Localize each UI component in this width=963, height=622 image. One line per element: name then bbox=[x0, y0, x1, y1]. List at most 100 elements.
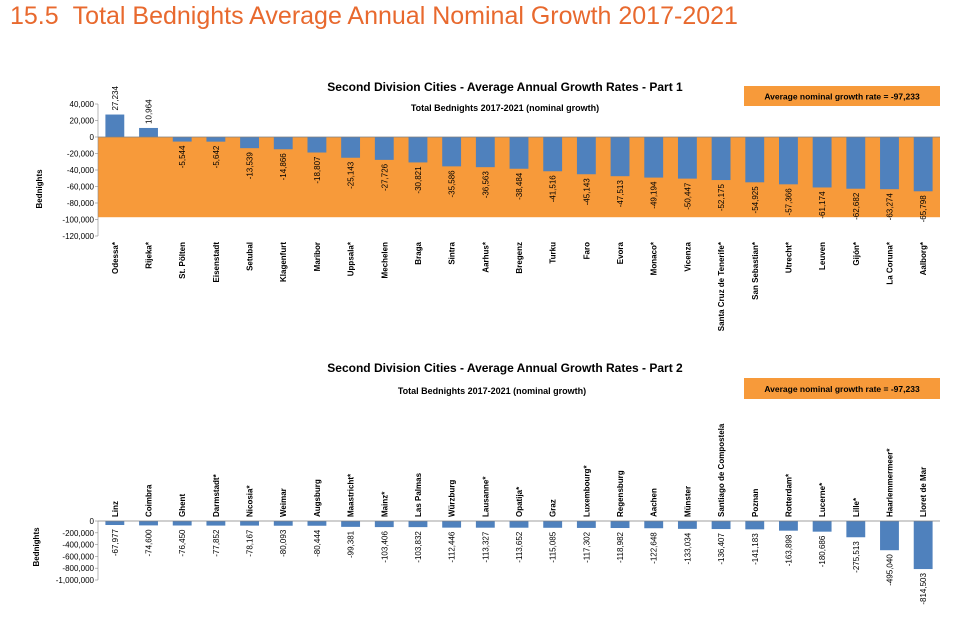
bar bbox=[240, 137, 259, 149]
data-label: -113,652 bbox=[515, 531, 524, 563]
category-label: Santiago de Compostela bbox=[717, 423, 726, 517]
data-label: -103,406 bbox=[380, 531, 389, 563]
data-label: -275,513 bbox=[852, 541, 861, 573]
bar bbox=[576, 137, 596, 175]
bar bbox=[711, 137, 731, 181]
category-label: Utrecht* bbox=[784, 241, 793, 273]
category-label: Aarhus* bbox=[481, 241, 490, 273]
data-label: -50,447 bbox=[683, 182, 692, 210]
data-label: -80,093 bbox=[279, 529, 288, 557]
data-label: -14,866 bbox=[279, 153, 288, 181]
category-label: Santa Cruz de Tenerife* bbox=[717, 241, 726, 331]
bar bbox=[745, 521, 765, 530]
data-label: -136,407 bbox=[717, 533, 726, 565]
data-label: -115,085 bbox=[549, 531, 558, 563]
data-label: -49,194 bbox=[650, 181, 659, 209]
bar bbox=[105, 114, 125, 137]
bar bbox=[846, 137, 866, 189]
category-label: Coimbra bbox=[145, 484, 154, 517]
bar bbox=[846, 521, 866, 538]
bar bbox=[273, 521, 293, 526]
data-label: -74,600 bbox=[145, 529, 154, 557]
category-label: Lloret de Mar bbox=[919, 467, 928, 517]
category-label: La Coruna* bbox=[885, 241, 894, 285]
category-label: Opatija* bbox=[515, 486, 524, 517]
bar bbox=[812, 137, 832, 188]
data-label: -122,648 bbox=[650, 532, 659, 564]
data-label: -814,503 bbox=[919, 573, 928, 605]
category-label: Monaco* bbox=[650, 241, 659, 275]
category-label: Darmstadt* bbox=[212, 473, 221, 517]
data-label: -35,586 bbox=[448, 170, 457, 198]
average-legend-label: Average nominal growth rate = -97,233 bbox=[764, 384, 920, 394]
category-label: Lille* bbox=[852, 497, 861, 517]
category-label: Faro bbox=[582, 242, 591, 259]
bar bbox=[779, 137, 798, 185]
data-label: -80,444 bbox=[313, 529, 322, 557]
bar bbox=[812, 521, 832, 532]
bar bbox=[475, 137, 495, 168]
category-label: Regensburg bbox=[616, 470, 625, 517]
bar bbox=[240, 521, 259, 526]
y-tick-label: -120,000 bbox=[62, 232, 94, 241]
category-label: Evora bbox=[616, 241, 625, 264]
bar bbox=[543, 137, 563, 172]
y-tick-label: -40,000 bbox=[67, 166, 95, 175]
data-label: -36,563 bbox=[481, 171, 490, 199]
data-label: -103,832 bbox=[414, 531, 423, 563]
category-label: Weimar bbox=[279, 488, 288, 517]
y-tick-label: -1,000,000 bbox=[56, 576, 95, 585]
bar bbox=[610, 137, 630, 177]
data-label: -163,898 bbox=[784, 534, 793, 566]
category-label: Las Palmas bbox=[414, 472, 423, 517]
section-title: Total Bednights Average Annual Nominal G… bbox=[72, 2, 738, 30]
bar bbox=[442, 521, 462, 528]
category-label: Rijeka* bbox=[145, 241, 154, 269]
data-label: -38,484 bbox=[515, 172, 524, 200]
bar bbox=[408, 137, 428, 163]
category-label: Mechelen bbox=[380, 242, 389, 279]
average-legend-box: Average nominal growth rate = -97,233 bbox=[744, 378, 940, 399]
section-number: 15.5 bbox=[10, 2, 59, 30]
bar bbox=[644, 521, 664, 529]
data-label: -45,143 bbox=[582, 178, 591, 206]
category-label: San Sebastian* bbox=[751, 241, 760, 300]
bar bbox=[307, 521, 327, 526]
plot-area: 40,000 20,000 0 -20,000 -40,000 -60,000 -80,00… bbox=[62, 86, 940, 331]
category-label: Münster bbox=[683, 486, 692, 517]
data-label: -27,726 bbox=[380, 163, 389, 191]
data-label: -18,807 bbox=[313, 156, 322, 184]
category-label: Nicosia* bbox=[246, 485, 255, 517]
bar-chart-part-2: Second Division Cities - Average Annual … bbox=[32, 361, 940, 605]
data-label: -113,327 bbox=[481, 531, 490, 563]
data-label: -47,513 bbox=[616, 180, 625, 208]
bar bbox=[509, 521, 529, 528]
bar bbox=[779, 521, 798, 531]
data-label: -495,040 bbox=[885, 554, 894, 586]
bar bbox=[745, 137, 765, 183]
data-label: -76,450 bbox=[178, 529, 187, 557]
data-label: -65,798 bbox=[919, 195, 928, 223]
data-label: -54,925 bbox=[751, 186, 760, 214]
category-label: Poznan bbox=[751, 488, 760, 517]
data-label: -5,642 bbox=[212, 145, 221, 168]
y-tick-label: -200,000 bbox=[62, 529, 94, 538]
bar bbox=[509, 137, 529, 169]
category-label: Uppsala* bbox=[347, 241, 356, 276]
category-label: Ghent bbox=[178, 494, 187, 517]
category-label: Aachen bbox=[650, 488, 659, 517]
data-label: 10,964 bbox=[145, 99, 154, 124]
bar bbox=[172, 137, 192, 142]
y-tick-label: -20,000 bbox=[67, 150, 95, 159]
y-tick-label: -100,000 bbox=[62, 216, 94, 225]
bar bbox=[913, 137, 933, 192]
bar bbox=[408, 521, 428, 528]
bar bbox=[610, 521, 630, 529]
average-legend-label: Average nominal growth rate = -97,233 bbox=[764, 92, 920, 102]
category-label: Augsburg bbox=[313, 479, 322, 517]
bar bbox=[543, 521, 563, 528]
category-label: Aalborg* bbox=[919, 241, 928, 275]
bar bbox=[341, 521, 361, 527]
category-label: St. Pölten bbox=[178, 242, 187, 279]
category-label: Braga bbox=[414, 241, 423, 264]
